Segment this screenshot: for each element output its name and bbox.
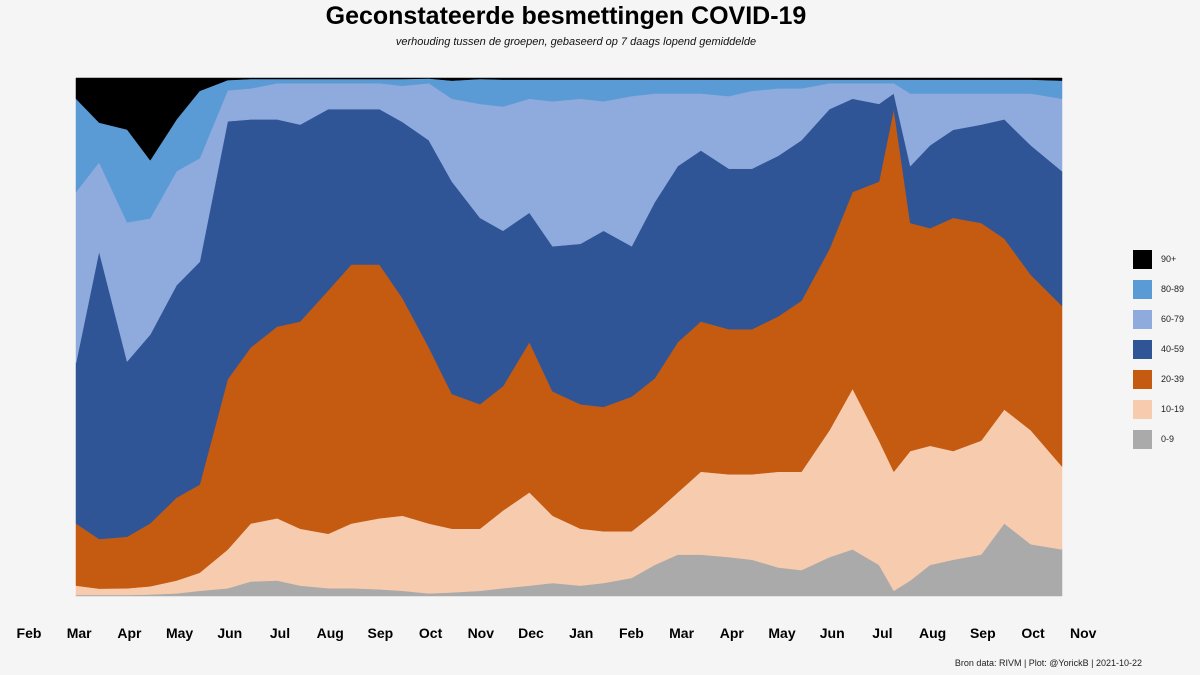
legend-item: 0-9 bbox=[1133, 424, 1184, 454]
x-tick-label: Jun bbox=[217, 625, 242, 641]
legend-swatch bbox=[1133, 429, 1152, 449]
legend-label: 80-89 bbox=[1161, 284, 1185, 294]
x-tick-label: Mar bbox=[67, 625, 92, 641]
x-tick-label: Aug bbox=[317, 625, 344, 641]
x-tick-label: Nov bbox=[468, 625, 495, 641]
legend-label: 40-59 bbox=[1161, 344, 1185, 354]
x-tick-label: May bbox=[768, 625, 795, 641]
area-layers bbox=[75, 77, 1063, 597]
legend-swatch bbox=[1133, 399, 1152, 419]
x-tick-label: May bbox=[166, 625, 193, 641]
legend-item: 80-89 bbox=[1133, 274, 1184, 304]
x-tick-label: Jan bbox=[569, 625, 593, 641]
x-tick-label: Feb bbox=[619, 625, 644, 641]
legend-swatch bbox=[1133, 369, 1152, 389]
legend-label: 10-19 bbox=[1161, 404, 1185, 414]
x-tick-label: Jul bbox=[872, 625, 892, 641]
x-tick-label: Aug bbox=[919, 625, 946, 641]
legend-item: 90+ bbox=[1133, 244, 1184, 274]
legend-swatch bbox=[1133, 339, 1152, 359]
source-caption: Bron data: RIVM | Plot: @YorickB | 2021-… bbox=[954, 658, 1142, 668]
legend-swatch bbox=[1133, 279, 1152, 299]
legend: 90+ 80-89 60-79 40-59 20-39 10-19 0-9 bbox=[1133, 244, 1184, 454]
x-tick-label: Apr bbox=[720, 625, 745, 641]
chart-title: Geconstateerde besmettingen COVID-19 bbox=[325, 2, 807, 30]
legend-label: 90+ bbox=[1161, 254, 1177, 264]
x-tick-label: Oct bbox=[1021, 625, 1045, 641]
legend-label: 0-9 bbox=[1161, 434, 1175, 444]
legend-item: 20-39 bbox=[1133, 364, 1184, 394]
x-tick-label: Sep bbox=[970, 625, 996, 641]
legend-swatch bbox=[1133, 309, 1152, 329]
x-tick-label: Jun bbox=[820, 625, 845, 641]
legend-label: 20-39 bbox=[1161, 374, 1185, 384]
x-tick-label: Jul bbox=[270, 625, 290, 641]
legend-label: 60-79 bbox=[1161, 314, 1185, 324]
x-tick-label: Nov bbox=[1070, 625, 1097, 641]
x-tick-label: Apr bbox=[117, 625, 142, 641]
legend-item: 10-19 bbox=[1133, 394, 1184, 424]
x-tick-label: Dec bbox=[518, 625, 544, 641]
x-tick-label: Feb bbox=[17, 625, 42, 641]
x-tick-label: Sep bbox=[368, 625, 394, 641]
x-tick-label: Oct bbox=[419, 625, 443, 641]
area-series-90+ bbox=[75, 77, 1063, 161]
legend-swatch bbox=[1133, 249, 1152, 269]
legend-item: 60-79 bbox=[1133, 304, 1184, 334]
x-axis-tick-labels: Feb Mar Apr May Jun Jul Aug Sep Oct Nov Dec Jan Feb M… bbox=[17, 625, 1097, 641]
x-tick-label: Mar bbox=[669, 625, 694, 641]
chart-subtitle: verhouding tussen de groepen, gebaseerd … bbox=[395, 36, 757, 48]
legend-item: 40-59 bbox=[1133, 334, 1184, 364]
